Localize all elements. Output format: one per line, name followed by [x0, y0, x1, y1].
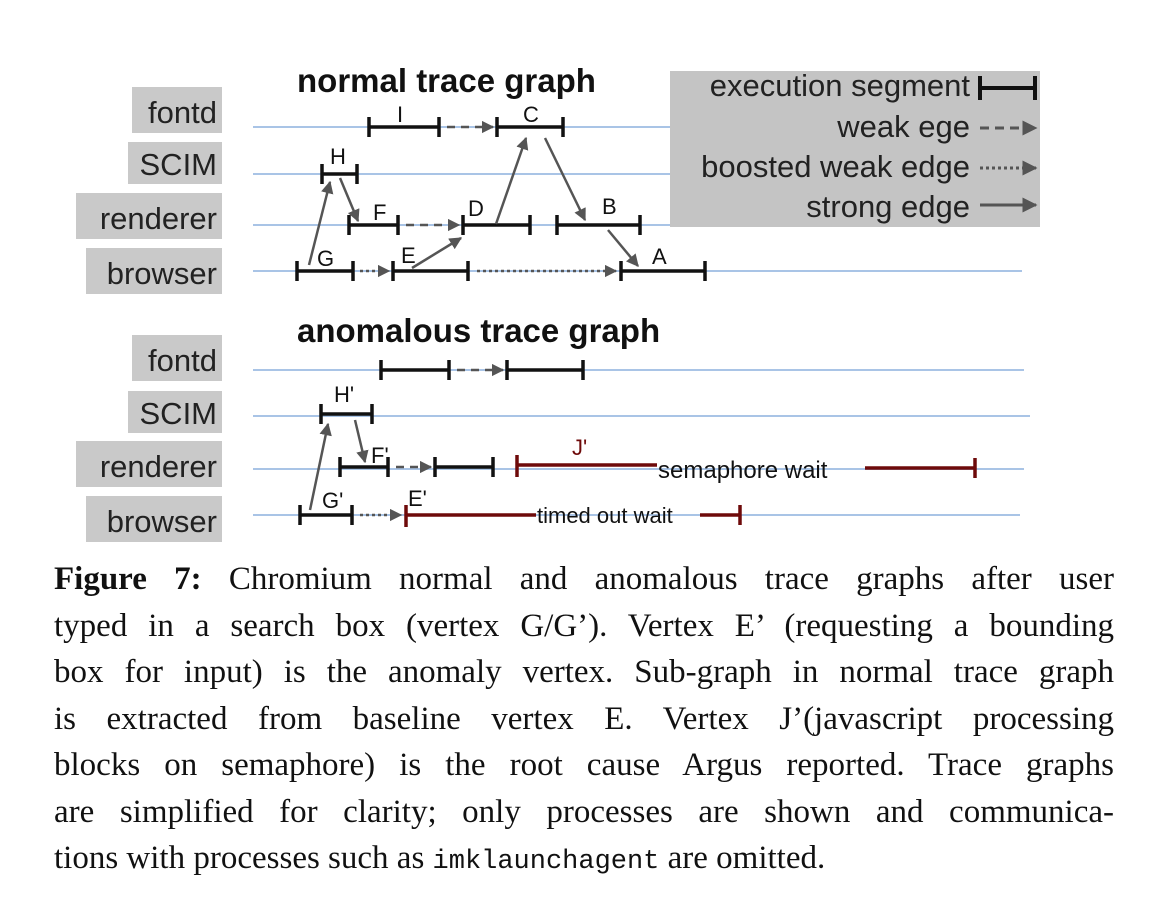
caption-text-7a: tions with processes such as [54, 840, 433, 876]
timed-out-wait-label: timed out wait [537, 503, 673, 528]
vertex-label-b: B [602, 194, 617, 219]
anomalous-timelines [253, 369, 1030, 516]
trace-graph-figure: normal trace graph fontd SCIM renderer b… [76, 62, 1040, 542]
legend: execution segment weak ege boosted weak … [670, 68, 1040, 227]
anomalous-edges [308, 363, 505, 522]
caption-line-7: tions with processes such as imklaunchag… [54, 835, 1114, 886]
legend-execution-segment: execution segment [710, 68, 971, 103]
process-label-scim: SCIM [140, 147, 218, 182]
process-label-fontd: fontd [148, 95, 217, 130]
vertex-label-e: E [401, 243, 416, 268]
process-label-renderer: renderer [100, 201, 217, 236]
vertex-label-h: H [330, 144, 346, 169]
normal-edges [307, 120, 639, 278]
legend-strong-edge: strong edge [806, 189, 970, 224]
caption-text-1: Chromium normal and anomalous trace grap… [201, 561, 1114, 597]
legend-weak-edge: weak ege [836, 109, 970, 144]
vertex-label-h-prime: H' [334, 382, 354, 407]
figure-label: Figure 7: [54, 561, 202, 597]
vertex-label-c: C [523, 102, 539, 127]
legend-boosted-weak-edge: boosted weak edge [701, 149, 970, 184]
caption-code-term: imklaunchagent [432, 847, 660, 877]
vertex-label-d: D [468, 196, 484, 221]
figure-caption: Figure 7: Chromium normal and anomalous … [54, 556, 1114, 886]
vertex-label-e-prime: E' [408, 486, 427, 511]
vertex-label-f: F [373, 200, 386, 225]
vertex-label-g-prime: G' [322, 488, 343, 513]
caption-line-2: typed in a search box (vertex G/G’). Ver… [54, 607, 1114, 644]
caption-line-4: is extracted from baseline vertex E. Ver… [54, 700, 1114, 737]
process-label-scim-anomalous: SCIM [140, 396, 218, 431]
vertex-label-i: I [397, 102, 403, 127]
caption-text-7b: are omitted. [659, 840, 826, 876]
process-label-fontd-anomalous: fontd [148, 343, 217, 378]
semaphore-wait-label: semaphore wait [658, 457, 828, 484]
vertex-label-j-prime: J' [572, 435, 587, 460]
anomalous-process-labels: fontd SCIM renderer browser [76, 335, 222, 542]
caption-line-1: Figure 7: Chromium normal and anomalous … [54, 556, 1114, 603]
caption-line-6: are simplified for clarity; only process… [54, 793, 1114, 830]
process-label-browser: browser [107, 256, 217, 291]
anomalous-graph-title: anomalous trace graph [297, 312, 660, 349]
caption-line-3: box for input) is the anomaly vertex. Su… [54, 654, 1114, 690]
process-label-renderer-anomalous: renderer [100, 449, 217, 484]
anomalous-segments [298, 360, 585, 525]
vertex-label-g: G [317, 246, 334, 271]
normal-process-labels: fontd SCIM renderer browser [76, 87, 222, 294]
process-label-browser-anomalous: browser [107, 504, 217, 539]
normal-graph-title: normal trace graph [297, 62, 596, 99]
anomalous-wait-segments [404, 455, 977, 527]
vertex-label-f-prime: F' [371, 443, 389, 468]
vertex-label-a: A [652, 244, 667, 269]
caption-line-5: blocks on semaphore) is the root cause A… [54, 747, 1114, 783]
normal-segments [295, 117, 707, 281]
